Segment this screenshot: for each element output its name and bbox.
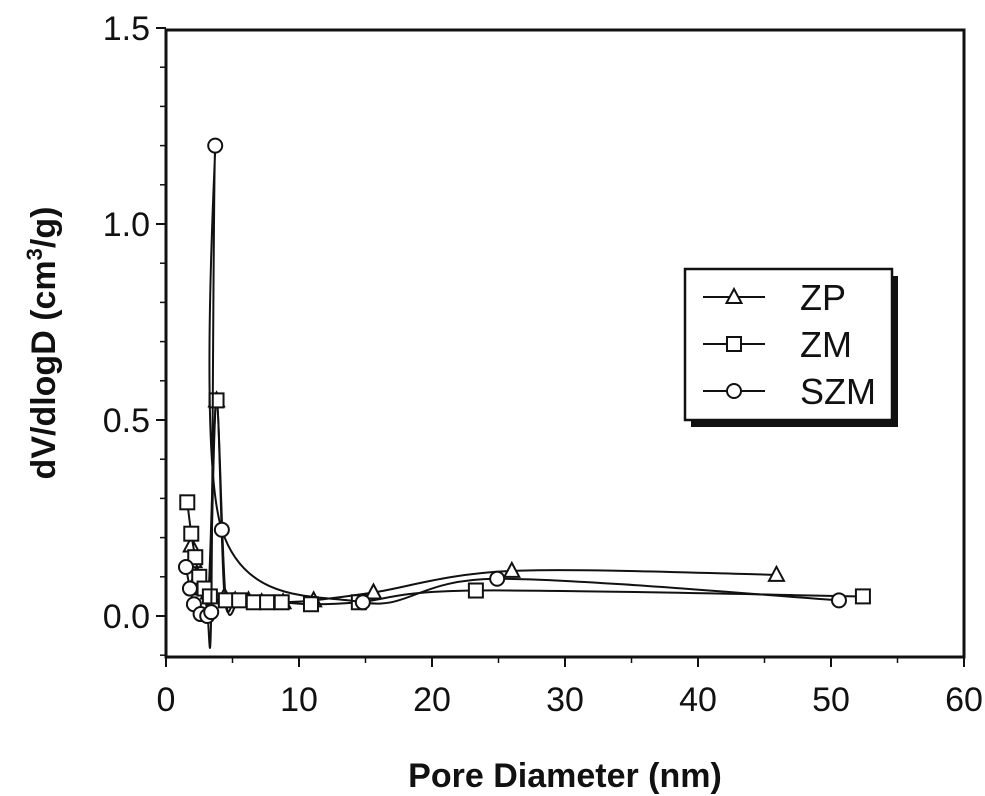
data-point-zm [231,592,248,609]
legend-label: ZM [800,324,852,365]
x-tick-label: 40 [679,681,717,719]
x-axis-title: Pore Diameter (nm) [408,757,722,795]
legend-item-szm: SZM [703,371,876,412]
y-tick-label: 0.0 [103,598,150,636]
x-tick-label: 20 [413,681,451,719]
data-point-szm [181,580,198,597]
data-point-zm [179,494,196,511]
data-point-szm [207,137,224,154]
data-point-szm [354,594,371,611]
legend-label: SZM [800,371,876,412]
x-tick-label: 50 [812,681,850,719]
legend-item-zp: ZP [703,277,846,318]
legend: ZP ZM SZM [683,267,898,427]
y-axis-title-superscript: 3 [22,248,47,260]
legend-label: ZP [800,277,846,318]
y-axis-title-tail: /g) [25,207,63,249]
data-point-zm [208,392,225,409]
data-point-zp [364,582,383,600]
data-point-zm [217,592,234,609]
data-point-szm [203,604,220,621]
series-line-zm [186,399,863,617]
data-point-zm [273,594,290,611]
data-point-zp [502,560,521,578]
legend-marker-square [726,336,742,352]
data-point-szm [177,559,194,575]
y-tick-label: 1.5 [103,10,150,48]
data-point-zm [245,594,262,611]
plot-marks [177,137,871,649]
x-tick-label: 60 [945,681,983,719]
y-tick-label: 1.0 [103,206,150,244]
legend-items: ZP ZM SZM [703,277,876,412]
legend-item-zm: ZM [703,324,852,365]
legend-marker-triangle [724,286,744,304]
x-axis: 0 10 20 30 40 50 60 [157,657,983,719]
data-point-zm [302,596,319,613]
y-tick-label: 0.5 [103,402,150,440]
data-point-szm [830,592,847,609]
data-point-zp [767,564,786,582]
data-point-zm [467,582,484,599]
legend-marker-circle [726,383,742,399]
x-tick-label: 30 [546,681,584,719]
data-point-szm [213,521,230,538]
data-point-zm [201,588,218,605]
y-axis: 0.0 0.5 1.0 1.5 [103,10,166,656]
series-szm [177,137,847,649]
y-axis-title-main: dV/dlogD (cm [25,260,63,479]
data-point-szm [489,570,506,587]
x-tick-label: 0 [157,681,176,719]
y-axis-title: dV/dlogD (cm3/g) [22,207,63,480]
x-tick-label: 10 [280,681,318,719]
data-point-zm [854,588,871,605]
data-point-zm [259,594,276,611]
series-line-zp [190,399,777,614]
data-point-zm [187,549,204,566]
data-point-zm [183,525,200,542]
